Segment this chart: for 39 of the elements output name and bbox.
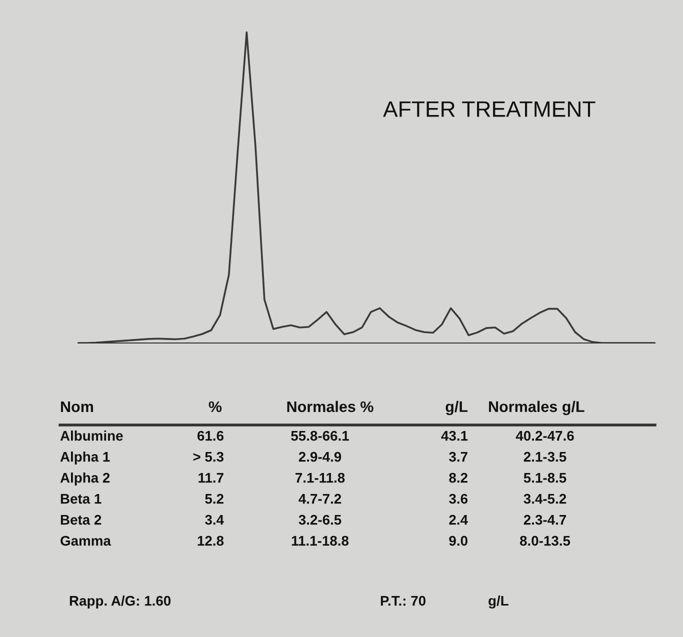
text: Gamma — [60, 536, 112, 546]
text: 2.3-4.7 — [524, 514, 566, 525]
text: AFTER TREATMENT — [383, 101, 596, 117]
text: 3.4-5.2 — [524, 494, 566, 504]
text: Normales g/L — [489, 400, 584, 416]
text: 2.1-3.5 — [524, 452, 566, 462]
text: 11.1-18.8 — [292, 536, 349, 546]
text: Albumine — [60, 430, 123, 441]
text: 4.7-7.2 — [298, 494, 342, 504]
text: > 5.3 — [193, 452, 224, 462]
text: Beta 2 — [60, 514, 102, 525]
text: 8.2 — [449, 472, 468, 483]
text: 3.6 — [449, 494, 468, 504]
text: Alpha 1 — [60, 452, 110, 464]
text: 40.2-47.6 — [516, 430, 574, 441]
text: % — [208, 401, 222, 412]
text: Rapp. A/G: 1.60 — [70, 596, 171, 608]
text: 3.7 — [449, 452, 468, 462]
text: 61.6 — [197, 430, 224, 441]
text: Normales % — [287, 400, 374, 412]
text: 43.1 — [441, 430, 468, 441]
text: 9.0 — [449, 536, 468, 546]
text: Nom — [61, 401, 94, 412]
text: Beta 1 — [60, 494, 102, 504]
text: 2.4 — [449, 514, 468, 525]
text: 7.1-11.8 — [296, 472, 345, 483]
text: 2.9-4.9 — [298, 452, 342, 462]
text: Alpha 2 — [60, 472, 110, 486]
text: 3.4 — [205, 514, 224, 525]
text: 3.2-6.5 — [298, 514, 342, 525]
text: P.T.: 70 — [380, 596, 426, 606]
text: 5.2 — [205, 494, 224, 504]
text: 5.1-8.5 — [524, 472, 566, 483]
text: 8.0-13.5 — [520, 536, 570, 546]
text: 12.8 — [198, 536, 224, 546]
text: g/L — [446, 400, 468, 416]
text: g/L — [488, 595, 508, 609]
text: 11.7 — [198, 473, 224, 483]
text: 55.8-66.1 — [291, 430, 349, 441]
